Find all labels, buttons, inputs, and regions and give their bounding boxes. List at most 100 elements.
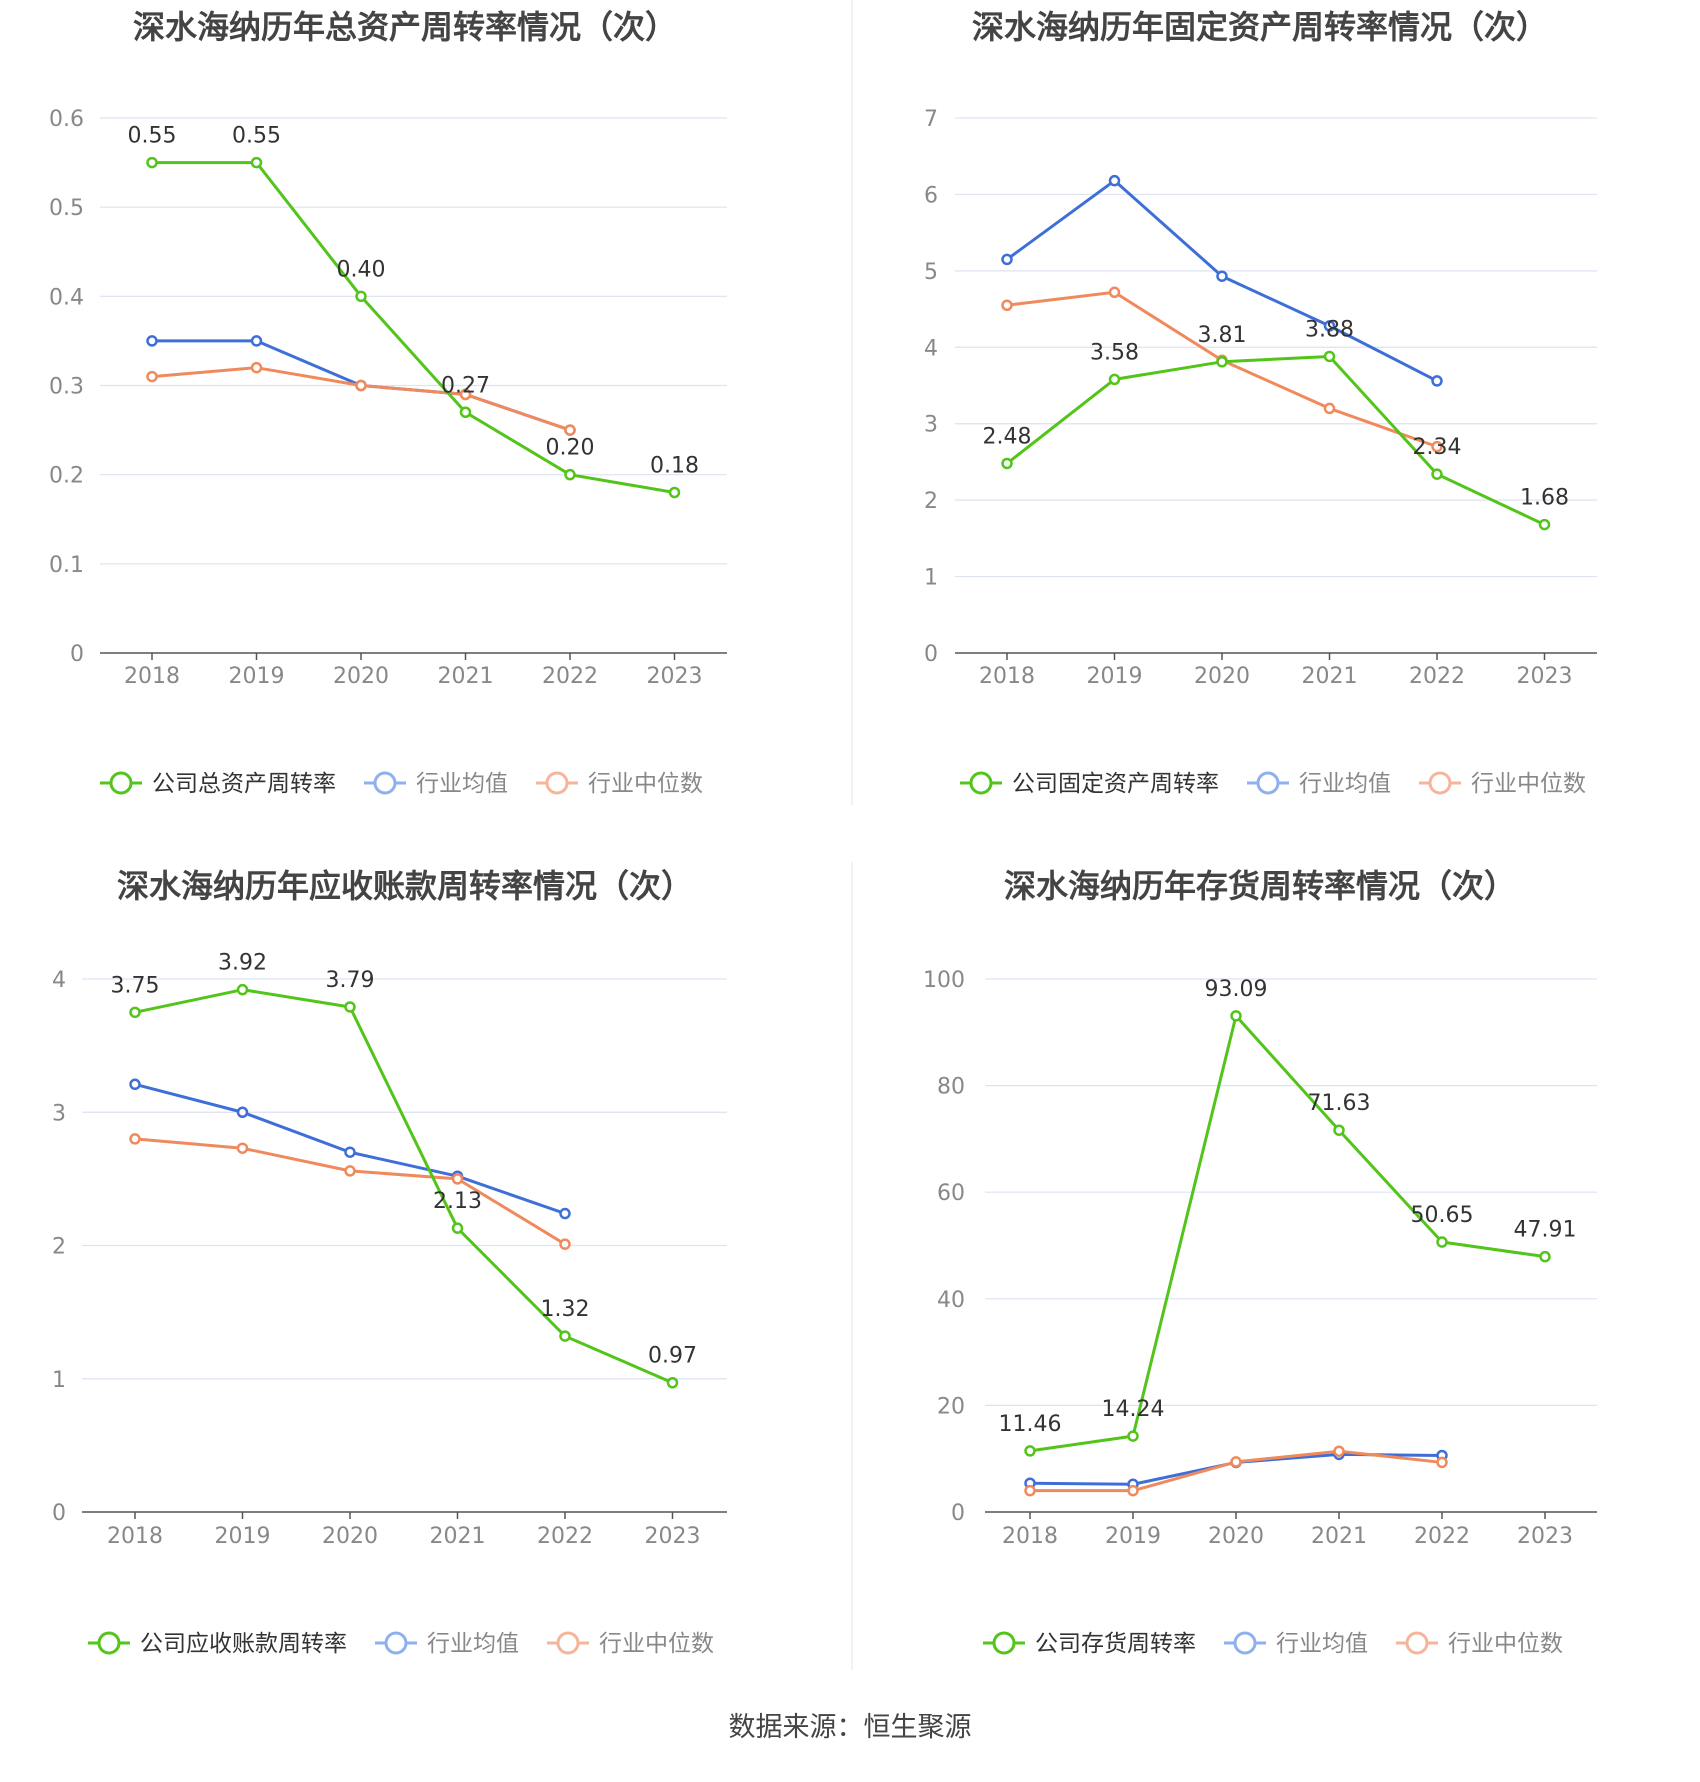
data-point-avg[interactable]: [559, 1207, 571, 1220]
data-point-company[interactable]: [1436, 1236, 1448, 1248]
legend-item-avg[interactable]: 行业均值: [1247, 771, 1391, 797]
data-point-median[interactable]: [564, 424, 576, 436]
data-point-company[interactable]: [451, 1222, 464, 1234]
x-tick-label: 2023: [1517, 1524, 1573, 1549]
data-point-company[interactable]: [1538, 518, 1551, 531]
data-label: 93.09: [1205, 977, 1268, 1002]
data-point-company[interactable]: [355, 290, 367, 303]
legend-item-median[interactable]: 行业中位数: [536, 771, 703, 797]
legend-item-median[interactable]: 行业中位数: [547, 1631, 714, 1657]
x-tick-label: 2019: [215, 1524, 271, 1549]
data-label: 3.58: [1090, 340, 1139, 365]
data-point-median[interactable]: [459, 388, 472, 401]
data-point-median[interactable]: [1024, 1484, 1036, 1497]
data-point-median[interactable]: [146, 370, 158, 383]
data-point-company[interactable]: [1230, 1010, 1242, 1022]
legend-item-median[interactable]: 行业中位数: [1419, 771, 1586, 797]
y-tick-label: 2: [52, 1235, 66, 1260]
data-point-company[interactable]: [559, 1330, 571, 1342]
x-tick-label: 2021: [1311, 1524, 1367, 1549]
legend-item-company[interactable]: 公司应收账款周转率: [88, 1631, 347, 1657]
chart-title: 深水海纳历年固定资产周转率情况（次）: [972, 8, 1548, 46]
data-point-company[interactable]: [129, 1006, 141, 1019]
legend-label: 行业中位数: [588, 771, 703, 797]
data-point-company[interactable]: [1323, 350, 1336, 363]
legend-marker-icon: [969, 771, 993, 795]
data-point-median[interactable]: [1431, 440, 1443, 453]
y-tick-label: 0: [70, 642, 84, 667]
data-point-median[interactable]: [559, 1238, 571, 1250]
data-point-median[interactable]: [451, 1173, 464, 1185]
data-point-median[interactable]: [1108, 286, 1121, 299]
legend-marker-icon: [1233, 1631, 1257, 1655]
x-tick-label: 2021: [438, 664, 494, 689]
data-point-avg[interactable]: [1216, 270, 1228, 282]
legend-item-avg[interactable]: 行业均值: [364, 771, 508, 797]
x-tick-label: 2022: [542, 664, 598, 689]
legend-item-company[interactable]: 公司固定资产周转率: [960, 771, 1219, 797]
data-point-median[interactable]: [129, 1133, 141, 1145]
data-point-company[interactable]: [1024, 1445, 1036, 1457]
data-source-footer: 数据来源：恒生聚源: [0, 1705, 1700, 1744]
data-point-avg[interactable]: [1001, 253, 1013, 266]
data-point-company[interactable]: [1539, 1250, 1551, 1263]
data-point-company[interactable]: [344, 1001, 356, 1013]
x-tick-label: 2023: [647, 664, 703, 689]
data-point-avg[interactable]: [250, 335, 263, 347]
legend-label: 公司总资产周转率: [152, 771, 336, 797]
data-point-company[interactable]: [1001, 457, 1013, 470]
data-point-avg[interactable]: [1108, 174, 1121, 187]
data-point-avg[interactable]: [1431, 375, 1443, 387]
legend-item-median[interactable]: 行业中位数: [1396, 1631, 1563, 1657]
data-point-median[interactable]: [236, 1142, 249, 1154]
chart-panel-4: 深水海纳历年存货周转率情况（次） 0 20 40 60 80 100 2018 2019 2020…: [923, 867, 1597, 1657]
legend-marker-icon: [1428, 771, 1452, 795]
data-point-median[interactable]: [250, 361, 263, 374]
data-point-avg[interactable]: [344, 1146, 356, 1158]
data-point-avg[interactable]: [1323, 320, 1336, 332]
data-point-company[interactable]: [668, 486, 681, 499]
series-line-company: [152, 161, 675, 494]
data-point-company[interactable]: [1333, 1124, 1345, 1136]
series-line-company: [134, 988, 674, 1385]
data-point-median[interactable]: [1436, 1456, 1448, 1469]
data-label: 3.92: [218, 951, 267, 976]
data-point-median[interactable]: [344, 1165, 356, 1177]
data-point-median[interactable]: [1333, 1445, 1345, 1457]
data-point-median[interactable]: [355, 379, 367, 392]
data-point-median[interactable]: [1323, 402, 1336, 415]
data-point-company[interactable]: [146, 156, 158, 169]
data-point-company[interactable]: [1216, 356, 1228, 368]
data-point-avg[interactable]: [129, 1078, 141, 1091]
data-point-median[interactable]: [1001, 299, 1013, 311]
x-tick-label: 2018: [1002, 1524, 1058, 1549]
data-label: 0.97: [648, 1344, 697, 1369]
data-point-median[interactable]: [1127, 1484, 1139, 1497]
series-line-company: [1029, 1014, 1546, 1453]
x-tick-label: 2020: [1194, 664, 1250, 689]
data-label: 0.55: [232, 124, 281, 149]
data-point-median[interactable]: [1230, 1456, 1242, 1468]
y-tick-label: 100: [923, 968, 965, 993]
legend-label: 行业中位数: [599, 1631, 714, 1657]
legend-marker-icon: [1256, 771, 1280, 795]
data-point-company[interactable]: [1108, 373, 1121, 386]
series-line-company: [1006, 354, 1546, 526]
data-point-company[interactable]: [250, 156, 263, 169]
legend-item-avg[interactable]: 行业均值: [1224, 1631, 1368, 1657]
legend-item-company[interactable]: 公司存货周转率: [983, 1631, 1196, 1657]
x-tick-label: 2020: [322, 1524, 378, 1549]
x-tick-label: 2022: [537, 1524, 593, 1549]
data-point-company[interactable]: [666, 1376, 679, 1389]
data-point-avg[interactable]: [236, 1106, 249, 1118]
legend-marker-icon: [556, 1631, 580, 1655]
data-point-company[interactable]: [236, 983, 249, 996]
legend-item-company[interactable]: 公司总资产周转率: [100, 771, 336, 797]
data-point-company[interactable]: [564, 468, 576, 481]
data-point-avg[interactable]: [146, 335, 158, 347]
data-point-company[interactable]: [1431, 468, 1443, 480]
data-point-company[interactable]: [459, 406, 472, 418]
y-tick-label: 7: [924, 107, 938, 132]
data-point-company[interactable]: [1127, 1430, 1139, 1442]
legend-item-avg[interactable]: 行业均值: [375, 1631, 519, 1657]
